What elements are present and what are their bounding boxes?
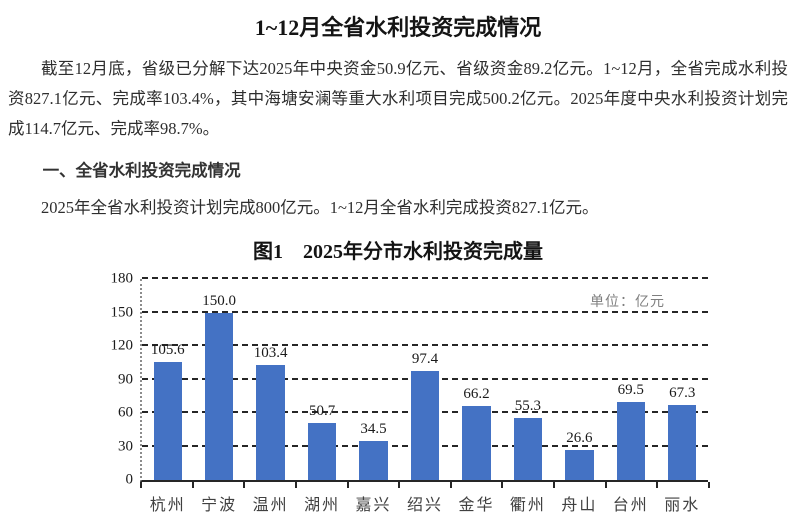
x-axis-ticks [140,482,710,488]
x-axis-tick [140,482,142,488]
bar-value-label: 150.0 [202,292,237,309]
y-axis-tick-label: 60 [118,404,133,421]
y-axis-tick-label: 30 [118,438,133,455]
x-axis-tick [604,482,607,488]
figure-caption: 图1 2025年分市水利投资完成量 [253,241,543,263]
body-paragraph-2: 2025年全省水利投资计划完成800亿元。1~12月全省水利完成投资827.1亿… [41,198,599,217]
bar-group-丽水: 67.3 [657,279,708,480]
bar-group-衢州: 55.3 [502,279,553,480]
y-axis-tick-label: 120 [110,337,134,354]
bar-value-label: 26.6 [566,430,593,447]
x-axis-tick [191,482,194,488]
bar-group-舟山: 26.6 [554,279,605,480]
y-axis-labels: 0 30 60 90 120 150 180 [100,271,134,487]
bars: 105.6 150.0 103.4 50.7 34.5 97.4 66.2 55.3 26.6 6… [142,279,708,480]
x-axis-tick [656,482,659,488]
x-axis-tick [553,482,556,488]
bar-value-label: 97.4 [411,351,439,368]
x-axis-tick [449,482,452,488]
bar-舟山 [565,450,594,480]
y-axis-tick-label: 150 [110,304,134,320]
bar-嘉兴 [359,441,388,480]
bar-group-台州: 69.5 [605,279,656,480]
x-axis-label-湖州: 湖州 [304,497,341,514]
y-axis-tick-label: 0 [125,471,134,488]
x-axis-tick [708,482,710,488]
x-axis-tick [346,482,349,488]
bar-group-杭州: 105.6 [142,279,193,480]
bar-value-label: 66.2 [463,386,490,403]
x-axis-label-嘉兴: 嘉兴 [355,497,392,514]
x-axis-label-金华: 金华 [458,497,495,514]
x-axis-label-绍兴: 绍兴 [406,497,443,514]
bar-group-绍兴: 97.4 [399,279,450,480]
bar-value-label: 69.5 [617,382,644,399]
bar-湖州 [307,423,337,480]
bar-group-嘉兴: 34.5 [348,279,399,480]
unit-label: 单位：亿元 [590,293,665,309]
x-axis-label-衢州: 衢州 [509,497,546,514]
bar-宁波 [205,312,234,480]
x-axis-label-杭州: 杭州 [149,497,186,514]
x-axis-label-舟山: 舟山 [561,497,598,514]
y-axis-tick-label: 90 [118,371,133,387]
bar-group-温州: 103.4 [245,279,296,480]
bar-衢州 [513,418,543,480]
section-heading-1: 一、全省水利投资完成情况 [42,162,241,180]
bar-group-金华: 66.2 [451,279,502,480]
bar-value-label: 105.6 [150,342,185,359]
body-paragraph-1: 截至12月底，省级已分解下达2025年中央资金50.9亿元、省级资金89.2亿元… [8,59,788,138]
x-axis-labels: 杭州 宁波 温州 湖州 嘉兴 绍兴 金华 衢州 舟山 台州 丽水 [142,491,708,515]
bar-value-label: 50.7 [308,403,336,420]
bar-金华 [462,406,491,480]
document-page: 1~12月全省水利投资完成情况 截至12月底，省级已分解下达2025年中央资金5… [0,10,796,514]
x-axis-label-宁波: 宁波 [201,497,238,514]
bar-group-宁波: 150.0 [193,279,244,480]
bar-value-label: 34.5 [360,421,387,438]
gridline-180 [142,277,708,279]
x-axis-label-丽水: 丽水 [664,497,701,514]
bar-台州 [616,402,645,480]
gridline-120 [142,344,708,347]
y-axis-tick-label: 180 [110,270,134,287]
page-title: 1~12月全省水利投资完成情况 [254,15,542,40]
bar-value-label: 103.4 [253,344,288,361]
bar-chart: 0 30 60 90 120 150 180 单位：亿元 105.6 150.0 103.4 50… [100,271,710,520]
bar-value-label: 67.3 [669,384,696,401]
x-axis-label-台州: 台州 [612,497,649,514]
x-axis-tick [294,482,297,488]
bar-绍兴 [410,371,440,480]
x-axis-label-温州: 温州 [252,497,289,514]
x-axis-tick [243,482,246,488]
gridline-150 [142,310,708,313]
bar-group-湖州: 50.7 [296,279,347,480]
x-axis-tick [501,482,504,488]
x-axis-tick [398,482,401,488]
bar-丽水 [668,404,697,480]
bar-value-label: 55.3 [514,398,542,415]
bar-杭州 [153,362,182,480]
bar-温州 [256,364,285,480]
